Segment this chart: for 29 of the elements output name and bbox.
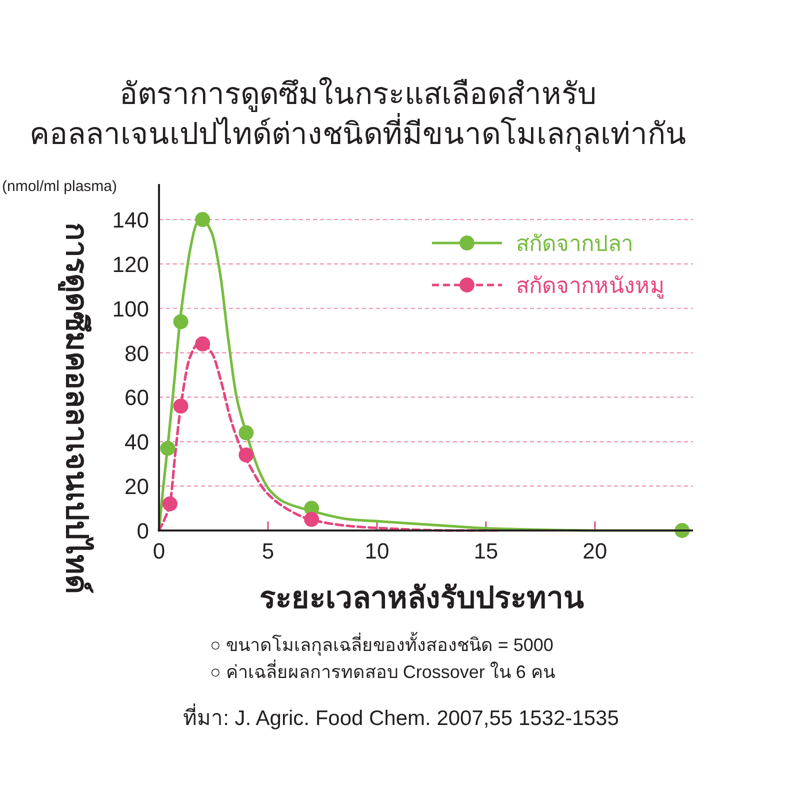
y-tick-label: 0 [136, 518, 149, 544]
point [160, 440, 176, 456]
x-tick-label: 5 [262, 538, 274, 564]
point [173, 314, 188, 330]
point [162, 496, 178, 512]
point [238, 447, 254, 462]
annotation: ○ ค่าเฉลี่ยผลการทดสอบ Crossover ใน 6 คน [210, 662, 555, 682]
point [195, 336, 210, 352]
y-tick-label: 40 [124, 430, 149, 455]
legend-label: สกัดจากหนังหมู [516, 273, 665, 299]
legend-label: สกัดจากปลา [516, 231, 633, 256]
x-tick-label: 10 [364, 538, 390, 564]
point [304, 512, 320, 527]
annotation: (nmol/ml plasma) [2, 178, 118, 195]
y-tick-label: 140 [112, 208, 149, 233]
x-tick-label: 0 [152, 538, 166, 564]
y-tick-label: 20 [124, 474, 149, 500]
xlabel: ระยะเวลาหลังรับประทาน [260, 582, 584, 615]
title: อัตราการดูดซึมในกระแสเลือดสำหรับ คอลลาเจนเปปไทด์ต่างชนิดที่มีขนาดโมเลกุลเท่ากัน [30, 78, 686, 151]
point [238, 425, 254, 440]
point [195, 212, 210, 228]
y-tick-label: 120 [112, 252, 149, 277]
y-tick-label: 100 [112, 296, 149, 322]
ylabel: การดูดซึมคอลลาเจนเปปไทด์ [60, 222, 92, 594]
y-tick-label: 80 [124, 340, 149, 366]
y-tick-label: 60 [124, 385, 149, 410]
x-tick-label: 15 [474, 538, 498, 564]
x-tick-label: 20 [582, 538, 608, 564]
point [173, 398, 188, 414]
